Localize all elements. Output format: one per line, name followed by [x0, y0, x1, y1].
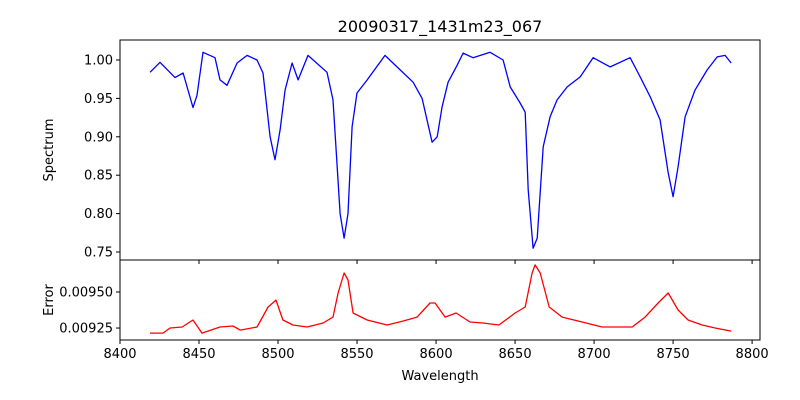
y-tick-label: 0.00950 [59, 286, 113, 301]
y-tick-label: 0.85 [84, 169, 113, 184]
x-tick-label: 8400 [103, 347, 136, 362]
x-axis-label: Wavelength [401, 369, 478, 384]
y-tick-label: 0.90 [84, 130, 113, 145]
y-tick-label: 0.95 [84, 92, 113, 107]
x-tick-label: 8450 [182, 347, 215, 362]
error-series-line [150, 264, 732, 334]
y-tick-label: 0.00925 [59, 322, 113, 337]
x-tick-label: 8500 [261, 347, 294, 362]
x-tick-label: 8700 [578, 347, 611, 362]
x-tick-label: 8750 [657, 347, 690, 362]
x-tick-label: 8650 [499, 347, 532, 362]
spectrum-series-line [149, 51, 732, 249]
y-tick-label: 1.00 [84, 53, 113, 68]
chart-title: 20090317_1431m23_067 [338, 17, 543, 37]
error-y-axis-label: Error [42, 284, 57, 316]
x-tick-label: 8550 [340, 347, 373, 362]
axes-frame [119, 259, 761, 341]
x-tick-label: 8800 [736, 347, 769, 362]
spectrum-y-axis-label: Spectrum [42, 119, 57, 182]
error-axes: 0.00925 0.00950 8400 8450 8500 8550 8600 8650 87… [59, 259, 769, 362]
y-tick-label: 0.75 [84, 246, 113, 261]
x-tick-label: 8600 [420, 347, 453, 362]
y-tick-label: 0.80 [84, 207, 113, 222]
